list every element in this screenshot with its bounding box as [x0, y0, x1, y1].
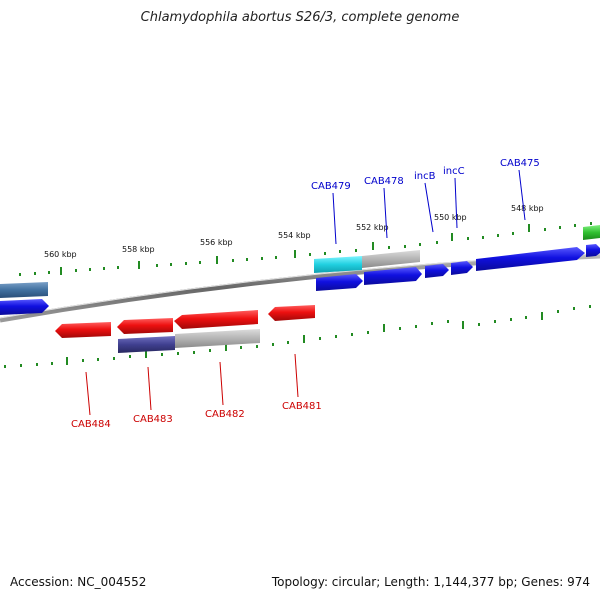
- reverse-feature-track: [118, 329, 260, 353]
- reverse-gene[interactable]: [268, 305, 315, 321]
- scale-label: 558 kbp: [122, 245, 155, 254]
- forward-gene-labels: CAB479 CAB478 incB incC CAB475: [311, 158, 540, 192]
- forward-genes: [0, 244, 600, 315]
- upper-scale-ticks: [19, 222, 592, 276]
- cyan-feature[interactable]: [314, 256, 362, 273]
- forward-feature-track: [0, 225, 600, 298]
- gene-label[interactable]: CAB481: [282, 401, 322, 412]
- scale-label: 560 kbp: [44, 250, 77, 259]
- scale-label: 554 kbp: [278, 231, 311, 240]
- gene-label[interactable]: CAB483: [133, 414, 173, 425]
- scale-label: 556 kbp: [200, 238, 233, 247]
- accession-text: Accession: NC_004552: [10, 575, 147, 589]
- gene-label[interactable]: CAB482: [205, 409, 245, 420]
- scale-label: 550 kbp: [434, 213, 467, 222]
- reverse-gene[interactable]: [117, 318, 173, 334]
- reverse-gene-labels: CAB484 CAB483 CAB482 CAB481: [71, 401, 322, 430]
- forward-gene[interactable]: [364, 267, 422, 285]
- reverse-label-leaders: [85, 353, 299, 416]
- grey-feature[interactable]: [362, 250, 420, 268]
- reverse-gene[interactable]: [55, 322, 111, 338]
- forward-gene[interactable]: [316, 274, 363, 291]
- purple-feature[interactable]: [118, 336, 175, 353]
- lower-scale-ticks: [4, 305, 591, 368]
- forward-gene[interactable]: [0, 299, 49, 315]
- forward-gene[interactable]: [476, 247, 585, 271]
- scale-label: 548 kbp: [511, 204, 544, 213]
- forward-label-leaders: [332, 169, 526, 245]
- gene-label[interactable]: CAB479: [311, 181, 351, 192]
- gene-label[interactable]: CAB484: [71, 419, 111, 430]
- forward-gene[interactable]: [451, 261, 473, 275]
- reverse-gene[interactable]: [174, 310, 258, 329]
- forward-gene[interactable]: [425, 264, 449, 278]
- map-title: Chlamydophila abortus S26/3, complete ge…: [140, 10, 460, 25]
- green-feature[interactable]: [583, 225, 600, 240]
- gene-label[interactable]: incB: [414, 171, 436, 182]
- gene-label[interactable]: CAB475: [500, 158, 540, 169]
- steel-feature[interactable]: [0, 282, 48, 298]
- scale-labels: 560 kbp 558 kbp 556 kbp 554 kbp 552 kbp …: [44, 204, 544, 259]
- gene-label[interactable]: CAB478: [364, 176, 404, 187]
- genome-stats-text: Topology: circular; Length: 1,144,377 bp…: [271, 575, 590, 589]
- forward-gene[interactable]: [586, 244, 600, 257]
- grey-feature[interactable]: [175, 329, 260, 348]
- reverse-genes: [55, 305, 315, 338]
- scale-label: 552 kbp: [356, 223, 389, 232]
- gene-label[interactable]: incC: [443, 166, 465, 177]
